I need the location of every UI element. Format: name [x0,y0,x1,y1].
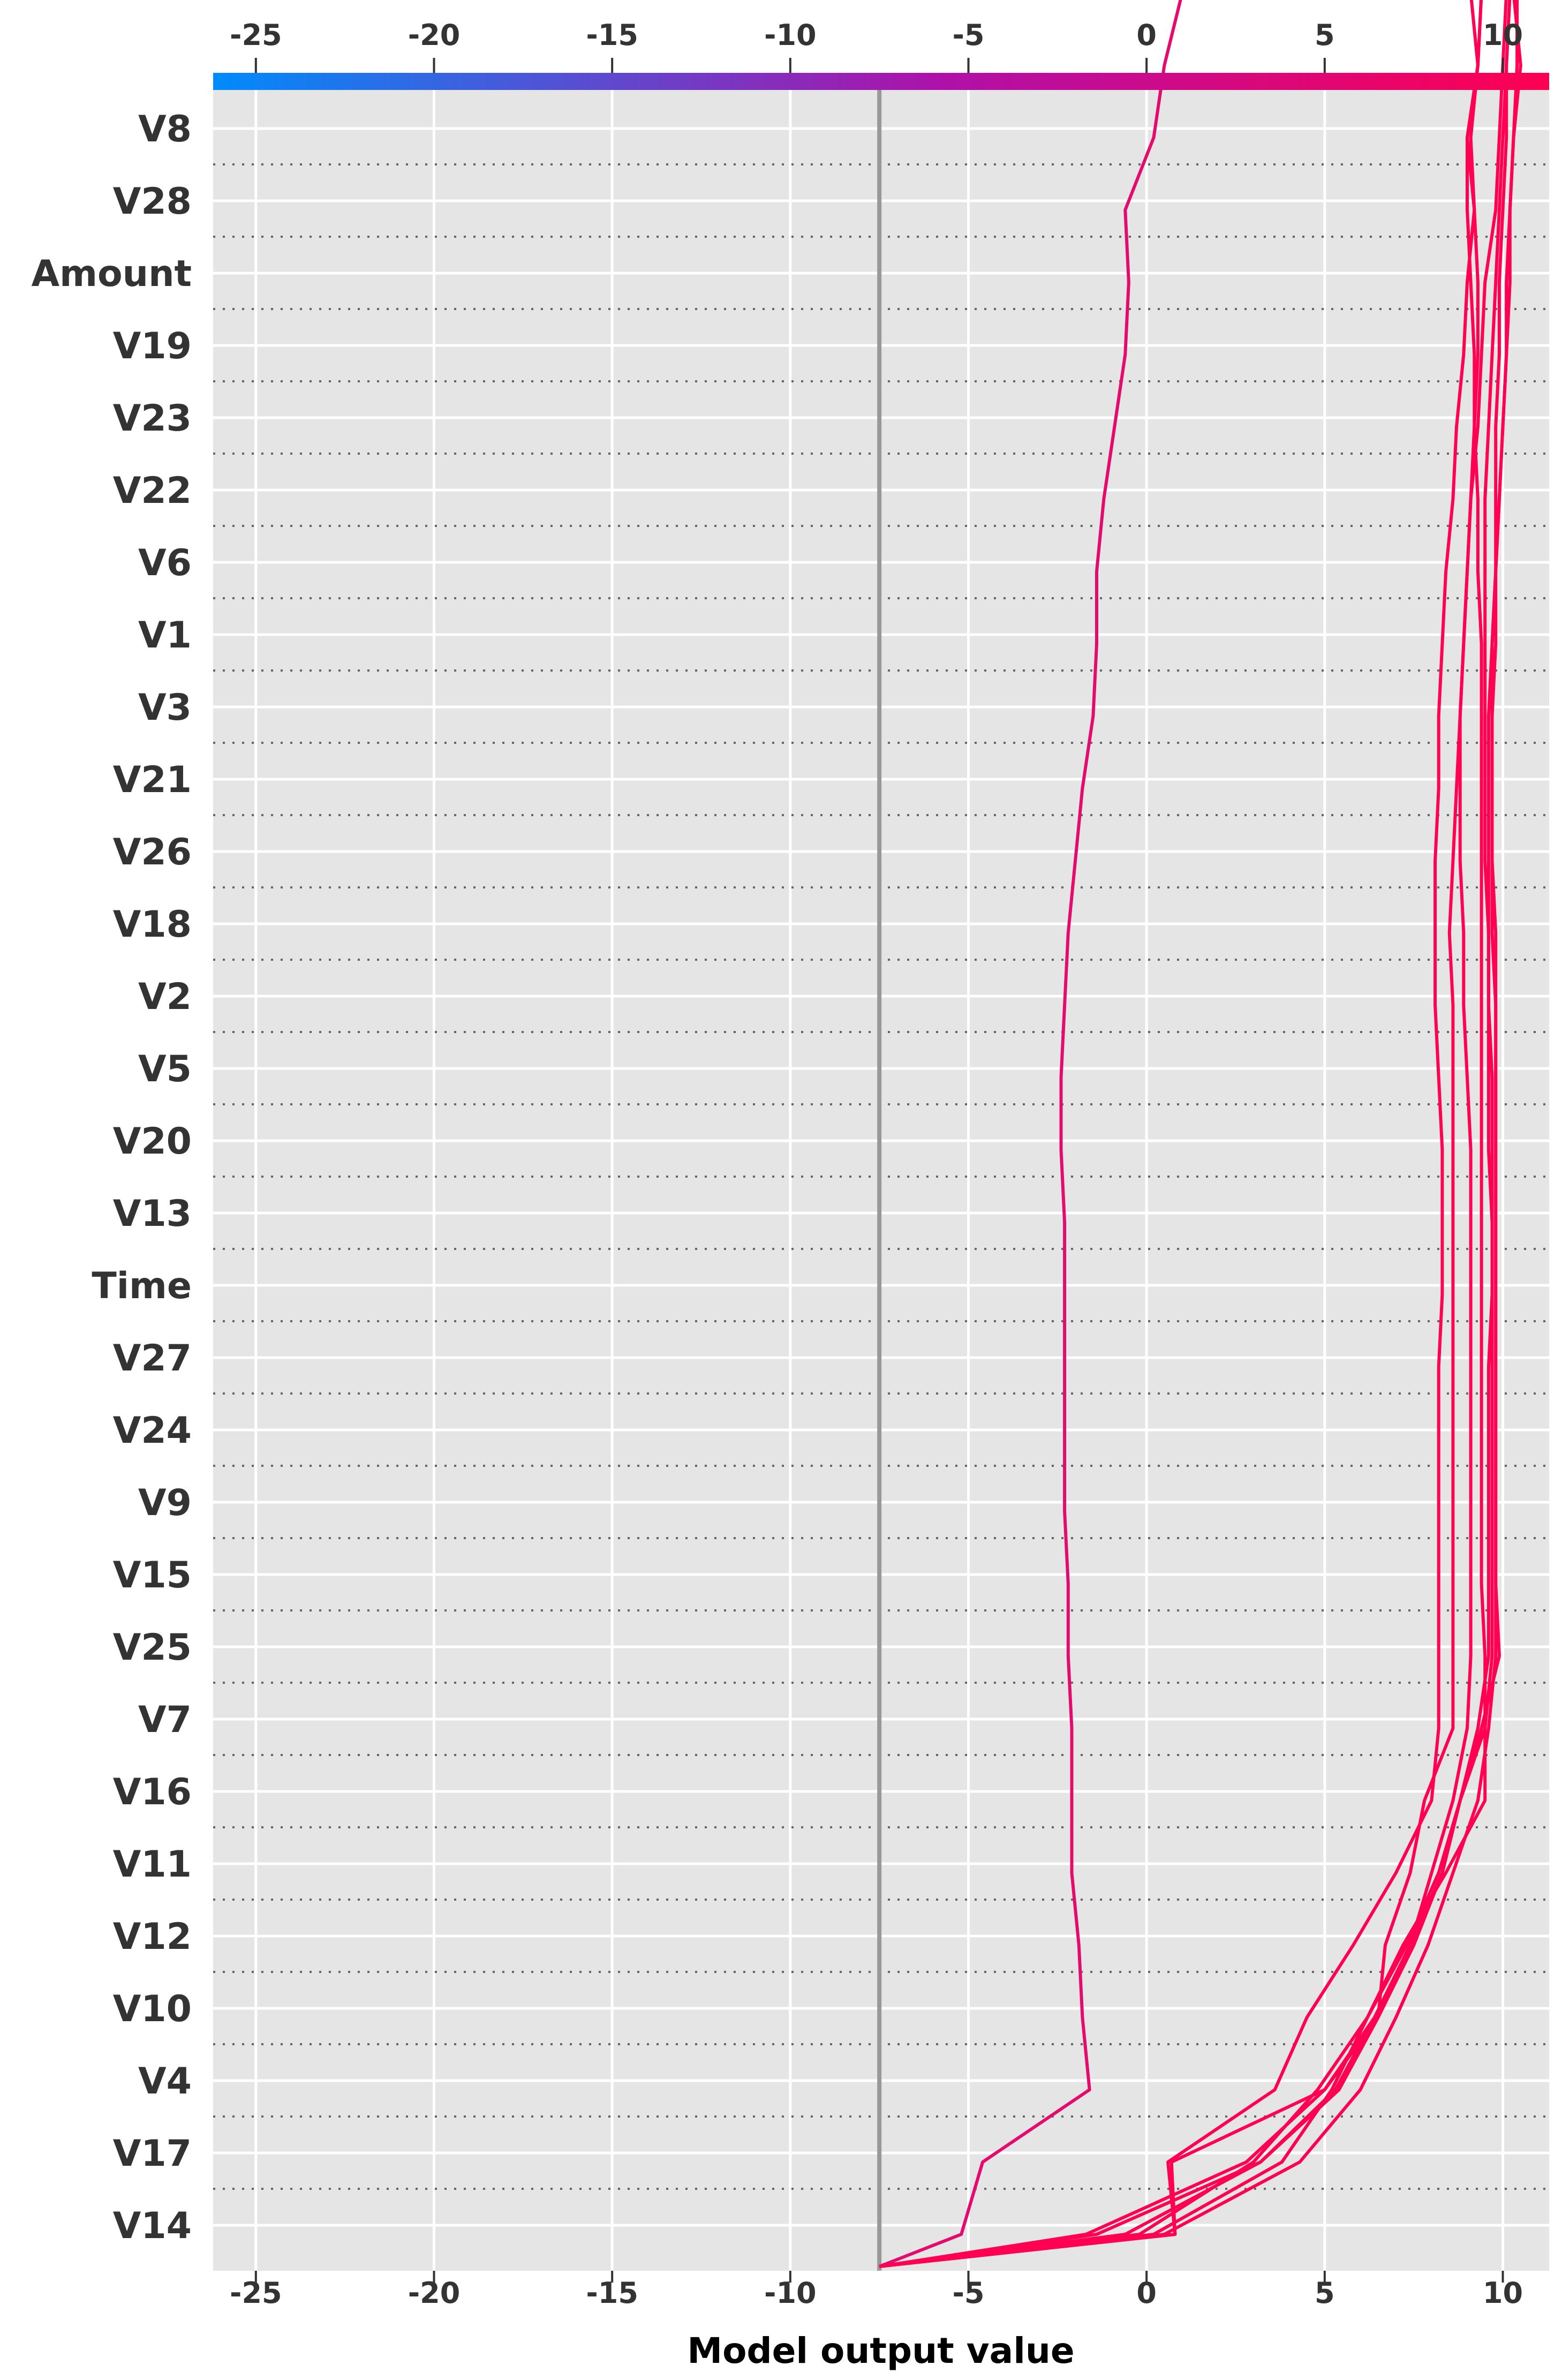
feature-label: V4 [138,2060,192,2103]
top-tick-label: 0 [1136,18,1157,52]
feature-label: V17 [113,2133,192,2175]
colorbar-gradient [213,73,1549,90]
feature-label: V19 [113,325,192,367]
feature-label: V5 [138,1048,192,1090]
feature-label: V22 [113,470,192,512]
feature-label: V20 [113,1120,192,1163]
decision-lines [879,0,1522,2268]
bottom-tick-label: -20 [408,2276,461,2310]
feature-label: V23 [113,397,192,440]
top-tick-label: 10 [1483,18,1523,52]
colorbar [213,73,1549,90]
feature-label: V26 [113,831,192,873]
feature-label: V2 [138,976,192,1018]
dotted-separators [213,163,1549,2190]
decision-line [879,0,1483,2268]
feature-label: V8 [138,108,192,150]
feature-label: V24 [113,1410,192,1452]
feature-label: V11 [113,1843,192,1886]
bottom-tick-label: -15 [586,2276,638,2310]
feature-label: V21 [113,759,192,801]
feature-labels: V8 V28 Amount V19 V23 V22 V6 V1 V3 V21 V26 V18 V2 V5 V… [31,108,192,2247]
feature-label: V18 [113,903,192,946]
top-tick-label: -25 [230,18,282,52]
feature-label: V16 [113,1771,192,1813]
feature-label: V28 [113,180,192,223]
decision-line [879,0,1508,2268]
feature-label: V7 [138,1699,192,1741]
top-tick-label: -5 [953,18,985,52]
bottom-tick-label: -25 [230,2276,282,2310]
top-tick-label: -15 [586,18,638,52]
feature-label: V25 [113,1626,192,1669]
feature-label: V9 [138,1482,192,1524]
bottom-tick-label: 10 [1483,2276,1523,2310]
decision-line [879,0,1483,2268]
top-tick-label: 5 [1315,18,1335,52]
bottom-tick-label: 5 [1315,2276,1335,2310]
feature-label: V15 [113,1554,192,1596]
x-axis-title: Model output value [687,2330,1074,2371]
bottom-tick-label: -5 [953,2276,985,2310]
top-tick-label: -20 [408,18,461,52]
decision-line [879,0,1182,2268]
top-tick-labels: -25 -20 -15 -10 -5 0 5 10 [230,18,1523,73]
feature-label: V6 [138,542,192,584]
decision-line [879,0,1487,2268]
bottom-tick-labels: -25 -20 -15 -10 -5 0 5 10 [230,2271,1523,2310]
feature-label: Amount [31,253,192,295]
decision-line [879,0,1512,2268]
feature-label: V13 [113,1193,192,1235]
feature-label: V3 [138,687,192,729]
feature-label: Time [92,1265,192,1307]
feature-label: V27 [113,1337,192,1380]
bottom-tick-label: -10 [764,2276,817,2310]
feature-label: V14 [113,2205,192,2247]
feature-label: V1 [138,614,192,657]
bottom-tick-label: 0 [1136,2276,1157,2310]
top-tick-label: -10 [764,18,817,52]
feature-label: V10 [113,1988,192,2030]
feature-label: V12 [113,1916,192,1958]
